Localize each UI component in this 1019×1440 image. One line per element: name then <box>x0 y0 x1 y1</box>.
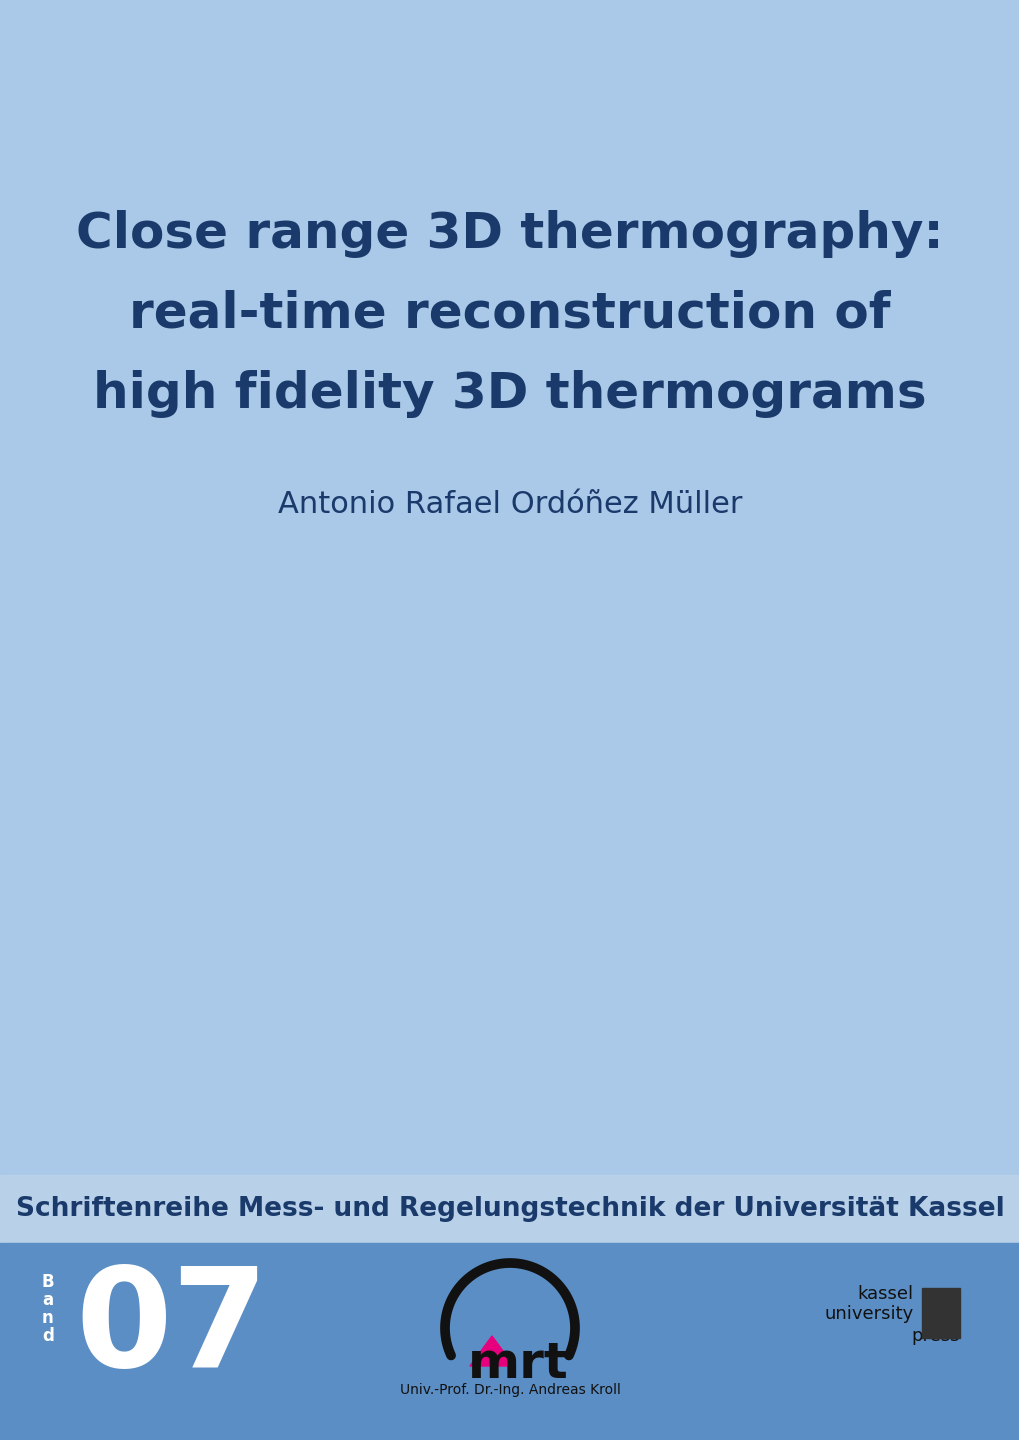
Text: university: university <box>824 1305 913 1323</box>
Bar <box>0 1175 1019 1243</box>
Text: Antonio Rafael Ordóñez Müller: Antonio Rafael Ordóñez Müller <box>277 490 742 518</box>
Text: B: B <box>42 1273 54 1292</box>
Text: n: n <box>42 1309 54 1328</box>
Text: Univ.-Prof. Dr.-Ing. Andreas Kroll: Univ.-Prof. Dr.-Ing. Andreas Kroll <box>399 1382 620 1397</box>
Text: high fidelity 3D thermograms: high fidelity 3D thermograms <box>93 370 926 418</box>
Text: mrt: mrt <box>467 1341 568 1388</box>
Text: kassel: kassel <box>857 1284 913 1303</box>
Text: a: a <box>43 1292 54 1309</box>
Bar <box>921 1287 959 1338</box>
Bar <box>0 1243 1019 1440</box>
Text: real-time reconstruction of: real-time reconstruction of <box>129 289 890 338</box>
Text: press: press <box>911 1328 959 1345</box>
Text: d: d <box>42 1328 54 1345</box>
Text: Close range 3D thermography:: Close range 3D thermography: <box>76 210 943 258</box>
Text: Schriftenreihe Mess- und Regelungstechnik der Universität Kassel: Schriftenreihe Mess- und Regelungstechni… <box>15 1197 1004 1223</box>
Polygon shape <box>470 1336 514 1367</box>
Text: 07: 07 <box>75 1261 268 1395</box>
